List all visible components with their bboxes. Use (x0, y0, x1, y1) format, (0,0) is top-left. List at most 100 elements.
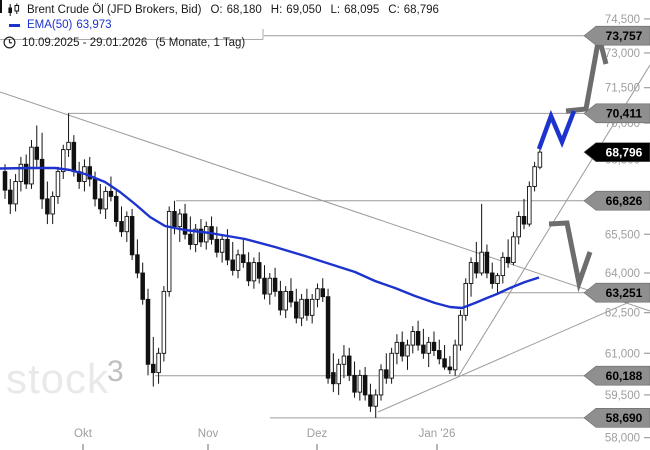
candle (405, 339, 410, 370)
candle-body (341, 355, 347, 365)
candle (378, 364, 384, 401)
candle-body (161, 290, 167, 354)
candle-body (29, 146, 34, 185)
candle (278, 280, 283, 316)
candle (315, 283, 320, 308)
x-tick-label: Nov (198, 428, 219, 440)
candle (166, 206, 172, 297)
candle (34, 125, 40, 167)
candle (373, 389, 378, 418)
candle (463, 278, 469, 321)
candle-body (235, 254, 241, 271)
candle (484, 244, 490, 279)
candle (8, 179, 13, 214)
blue-projection-zigzag (536, 109, 577, 150)
candle-body (516, 216, 521, 238)
candle (246, 252, 251, 287)
candle-body (532, 166, 537, 187)
ema-line-swatch (9, 23, 20, 27)
candle (357, 369, 363, 401)
ema-legend-row[interactable]: EMA(50) 63,973 (9, 19, 650, 31)
candle (45, 181, 50, 225)
level-badge-66,826-shape (583, 190, 650, 211)
level-badge-58,690: 58,690 (583, 408, 650, 428)
level-badge-63,251: 63,251 (583, 282, 650, 303)
current-price-badge-label: 68,796 (606, 145, 643, 159)
candle-body (18, 163, 24, 182)
candle-body (484, 251, 490, 274)
candle-body (177, 213, 183, 228)
candle-body (399, 341, 405, 357)
candle-body (129, 216, 135, 256)
y-tick-label: 58,000 (605, 433, 640, 445)
instrument-row: Brent Crude Öl (JFD Brokers, Bid) O: 68,… (7, 3, 650, 17)
level-badge-73,757-shape (583, 25, 650, 46)
level-badge-63,251-shape (583, 282, 650, 303)
candle-body (415, 331, 421, 346)
candle (309, 294, 315, 324)
candle (362, 367, 368, 401)
candle (511, 231, 516, 266)
candle (415, 320, 421, 351)
candle-body (66, 141, 71, 151)
candle (209, 216, 214, 245)
candle (437, 339, 442, 365)
candle-body (500, 256, 506, 277)
trendline-shallow-ascending-support (377, 292, 650, 413)
candle (495, 273, 500, 293)
candle-body (426, 341, 431, 354)
candle (532, 161, 537, 192)
candle-body (135, 254, 140, 274)
candle (288, 278, 294, 308)
level-badge-66,826-label: 66,826 (606, 194, 643, 208)
date-range: 10.09.2025 - 29.01.2026 (22, 36, 148, 49)
candle (336, 358, 341, 395)
candle-body (304, 298, 310, 316)
candle (76, 161, 82, 189)
current-price-badge: 68,796 (583, 142, 650, 162)
level-badge-60,188-shape (583, 365, 650, 386)
candle (177, 208, 183, 242)
candle (394, 334, 400, 365)
candle (304, 288, 310, 321)
candle (267, 273, 273, 305)
candle-body (251, 262, 257, 282)
candle-body (346, 355, 352, 376)
candle (87, 156, 92, 187)
candle (537, 145, 543, 170)
candle (384, 353, 389, 384)
candle-body (198, 228, 204, 243)
date-range-row: 10.09.2025 - 29.01.2026 (5 Monate, 1 Tag… (3, 36, 650, 49)
candlestick-icon (7, 3, 21, 17)
candle-body (463, 283, 469, 316)
level-badge-58,690-shape (583, 408, 650, 428)
candle-body (362, 374, 368, 396)
candle-body (368, 394, 373, 407)
close-label: C: (388, 4, 400, 16)
candle (161, 286, 167, 362)
ema-label: EMA(50) (27, 19, 73, 31)
candle-body (521, 216, 527, 225)
candle-body (511, 236, 516, 264)
candle (341, 345, 347, 379)
candle (230, 241, 235, 276)
candle (431, 331, 437, 357)
candle-body (92, 178, 98, 200)
x-axis: Okt Nov Dez Jan '26 (74, 428, 455, 450)
candle (458, 309, 463, 351)
candle-body (23, 163, 29, 185)
candles (2, 113, 543, 418)
current-price-badge-shape (583, 142, 650, 162)
candle-body (458, 314, 463, 346)
candle (151, 336, 156, 387)
candle-body (431, 341, 437, 352)
candle-body (203, 226, 209, 243)
x-tick-label: Okt (74, 428, 93, 440)
candle (346, 347, 352, 381)
candle-body (336, 363, 341, 385)
candle (474, 241, 479, 279)
candle (203, 221, 209, 250)
candle-body (489, 272, 495, 284)
level-badge-66,826: 66,826 (583, 190, 650, 211)
